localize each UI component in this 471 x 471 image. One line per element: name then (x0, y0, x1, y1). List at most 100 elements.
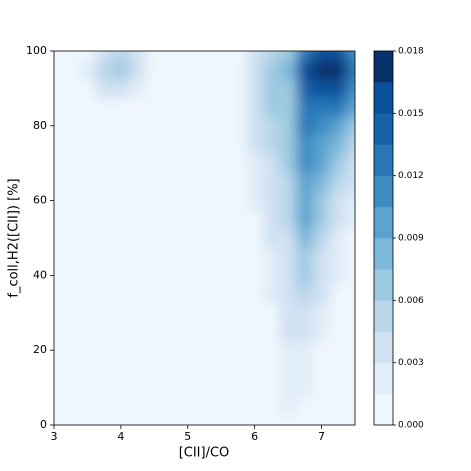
x-tick-label: 4 (117, 430, 124, 443)
density-cell (54, 135, 63, 155)
density-cell (296, 266, 314, 286)
density-cell (279, 228, 297, 248)
density-cell (196, 247, 214, 267)
density-cell (313, 172, 331, 192)
density-cell (313, 266, 331, 286)
colorbar-segment (374, 393, 393, 426)
density-cell (279, 322, 297, 342)
density-cell (95, 51, 114, 61)
density-cell (54, 266, 63, 286)
density-cell (346, 209, 355, 230)
density-cell (179, 116, 197, 136)
density-cell (79, 191, 97, 211)
density-cell (229, 228, 247, 248)
density-cell (346, 79, 355, 99)
density-cell (54, 51, 63, 61)
density-cell (346, 153, 355, 174)
density-cell (112, 135, 130, 155)
density-cell (212, 209, 231, 230)
density-cell (246, 247, 264, 267)
density-cell (212, 60, 231, 80)
density-cell (329, 415, 348, 425)
density-cell (263, 303, 281, 323)
density-cell (246, 51, 264, 61)
density-cell (263, 284, 281, 304)
density-cell (62, 79, 80, 99)
density-cell (112, 191, 130, 211)
density-cell (212, 79, 231, 99)
density-cell (196, 209, 214, 230)
density-cell (129, 97, 147, 117)
density-cell (196, 396, 214, 417)
density-cell (229, 322, 247, 342)
density-cell (212, 153, 231, 174)
density-cell (329, 359, 348, 379)
colorbar-segment (374, 144, 393, 176)
density-cell (162, 378, 180, 398)
density-cell (79, 415, 97, 425)
density-cell (279, 303, 297, 323)
density-cell (212, 303, 231, 323)
density-cell (129, 303, 147, 323)
density-cell (54, 247, 63, 267)
density-cell (112, 97, 130, 117)
density-cell (346, 60, 355, 80)
density-cell (162, 303, 180, 323)
density-cell (62, 191, 80, 211)
density-cell (329, 79, 348, 99)
density-cell (145, 266, 164, 286)
colorbar-tick-label: 0.003 (398, 358, 424, 368)
density-cell (79, 172, 97, 192)
density-cell (329, 153, 348, 174)
density-cell (112, 340, 130, 361)
density-cell (129, 79, 147, 99)
density-cell (279, 135, 297, 155)
colorbar-segment (374, 113, 393, 145)
density-cell (279, 172, 297, 192)
density-cell (313, 191, 331, 211)
density-cell (296, 116, 314, 136)
density-cell (179, 209, 197, 230)
density-cell (62, 51, 80, 61)
colorbar-tick-label: 0.018 (398, 47, 424, 57)
plot-area (54, 51, 355, 425)
density-cell (129, 135, 147, 155)
density-cell (229, 284, 247, 304)
density-cell (212, 396, 231, 417)
density-cell (145, 378, 164, 398)
y-tick-label: 20 (33, 343, 47, 356)
density-cell (62, 228, 80, 248)
density-cell (54, 97, 63, 117)
density-cell (179, 266, 197, 286)
density-cell (79, 153, 97, 174)
density-cell (229, 116, 247, 136)
colorbar-segment (374, 269, 393, 301)
density-cell (129, 60, 147, 80)
y-tick-label: 80 (33, 119, 47, 132)
density-cell (179, 172, 197, 192)
density-cell (296, 153, 314, 174)
density-cell (229, 247, 247, 267)
density-cell (112, 51, 130, 61)
density-cell (313, 340, 331, 361)
colorbar-tick-label: 0.006 (398, 296, 424, 306)
density-cell (329, 340, 348, 361)
density-cell (162, 172, 180, 192)
density-cell (129, 153, 147, 174)
y-tick-label: 100 (26, 44, 47, 57)
density-cell (145, 97, 164, 117)
density-cell (296, 79, 314, 99)
density-cell (196, 322, 214, 342)
density-cell (112, 284, 130, 304)
density-cell (263, 247, 281, 267)
density-cell (212, 340, 231, 361)
density-cell (196, 135, 214, 155)
density-cell (145, 172, 164, 192)
density-cell (279, 247, 297, 267)
density-cell (196, 60, 214, 80)
density-cell (296, 191, 314, 211)
colorbar-segment (374, 82, 393, 114)
density-cell (95, 266, 114, 286)
density-cell (145, 415, 164, 425)
density-cell (79, 97, 97, 117)
